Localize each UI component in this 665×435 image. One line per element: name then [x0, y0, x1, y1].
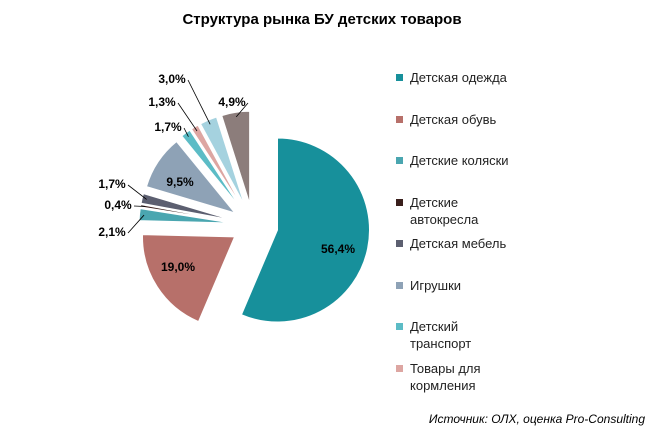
leader-line — [127, 184, 147, 200]
pie-slice — [139, 204, 232, 222]
pie-slice — [221, 110, 251, 204]
source: Источник: ОЛХ, оценка Pro-Consulting — [429, 412, 645, 426]
legend-label: Детская одежда — [410, 70, 507, 85]
legend-label: Детские коляски — [410, 153, 509, 168]
data-label: 1,3% — [148, 95, 176, 109]
legend-label: Детский транспорт — [410, 319, 472, 351]
legend-label: Детская мебель — [410, 236, 507, 251]
data-label: 4,9% — [218, 95, 246, 109]
leader-line — [183, 127, 189, 137]
legend-label: Детская обувь — [410, 111, 497, 127]
legend-label: Детские автокресла — [410, 194, 479, 227]
leader-line — [177, 102, 198, 132]
leader-line — [235, 102, 249, 118]
data-label: 19,0% — [161, 260, 195, 274]
legend-marker — [396, 323, 403, 330]
legend-marker — [396, 198, 403, 206]
legend-marker — [396, 115, 403, 123]
leader-line — [133, 205, 146, 207]
data-label: 9,5% — [166, 175, 194, 189]
data-label: 1,7% — [154, 120, 182, 134]
leader-line — [127, 214, 145, 234]
legend-marker — [396, 364, 403, 372]
data-label: 2,1% — [98, 225, 126, 239]
pie-slice — [240, 137, 370, 323]
pie-slice — [145, 140, 237, 214]
legend-marker — [396, 240, 403, 247]
leader-line — [187, 79, 211, 125]
legend-marker — [396, 281, 403, 289]
legend-marker — [396, 74, 403, 81]
legend-label: Товары для кормления — [410, 360, 481, 393]
data-label: 1,7% — [98, 177, 126, 191]
pie-slice — [142, 234, 236, 323]
data-label: 3,0% — [158, 72, 186, 86]
pie-slice — [140, 193, 232, 221]
data-label: 0,4% — [104, 198, 132, 212]
legend-label: Игрушки — [410, 277, 462, 293]
chart-title: Структура рынка БУ детских товаров — [182, 11, 461, 28]
data-label: 56,4% — [321, 242, 355, 256]
pie-slice — [181, 129, 241, 208]
legend-marker — [396, 157, 403, 164]
